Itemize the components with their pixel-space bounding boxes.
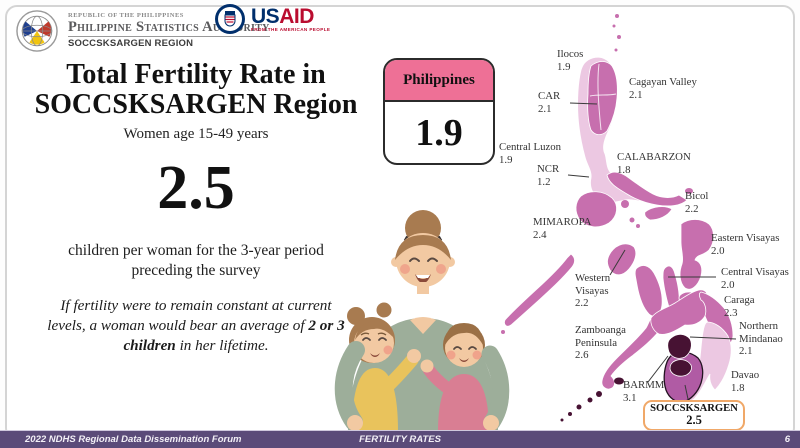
region-palawan — [504, 253, 575, 327]
label-eastern-visayas: Eastern Visayas 2.0 — [711, 232, 780, 257]
label-car: CAR 2.1 — [538, 90, 561, 115]
usaid-logo: USAID FROM THE AMERICAN PEOPLE — [214, 3, 330, 35]
region-negros — [634, 265, 663, 317]
family-illustration — [334, 210, 510, 432]
fertility-rate-value: 2.5 — [157, 154, 235, 223]
label-bicol: Bicol 2.2 — [685, 190, 709, 215]
usaid-wordmark: USAID — [251, 4, 314, 28]
label-mimaropa: MIMAROPA 2.4 — [533, 216, 592, 241]
usaid-emblem-icon — [215, 4, 245, 34]
region-masbate — [644, 206, 673, 221]
psa-republic-text: REPUBLIC OF THE PHILIPPINES — [68, 12, 184, 19]
fertility-note: If fertility were to remain constant at … — [47, 297, 345, 354]
leader-lines — [567, 102, 737, 400]
soccsksargen-callout-name: SOCCSKSARGEN — [650, 403, 738, 414]
philippines-badge-header: Philippines — [385, 60, 493, 102]
label-davao: Davao 1.8 — [731, 369, 760, 394]
label-central-visayas: Central Visayas 2.0 — [721, 266, 789, 291]
soccsksargen-callout: SOCCSKSARGEN 2.5 — [643, 400, 745, 431]
philippines-choropleth-map: Ilocos 1.9 Cagayan Valley 2.1 CAR 2.1 Centr… — [495, 10, 795, 440]
label-calabarzon: CALABARZON 1.8 — [617, 151, 691, 176]
footer-section-title: FERTILITY RATES — [359, 434, 441, 445]
label-ilocos: Ilocos 1.9 — [557, 48, 584, 73]
region-bicol — [606, 171, 688, 207]
main-content: Total Fertility Rate in SOCCSKSARGEN Reg… — [10, 59, 382, 355]
region-barmm-maguindanao — [669, 359, 692, 377]
philippines-badge-value: 1.9 — [415, 111, 463, 154]
footer-bar: 2022 NDHS Regional Data Dissemination Fo… — [0, 430, 800, 448]
psa-logo-globe-icon — [16, 10, 58, 52]
title-line-2: SOCCSKSARGEN Region — [34, 89, 358, 121]
title-line-1: Total Fertility Rate in — [66, 59, 326, 90]
usaid-tagline: FROM THE AMERICAN PEOPLE — [251, 26, 331, 32]
region-panay — [607, 243, 637, 276]
rate-description: children per woman for the 3-year period… — [10, 241, 382, 280]
label-zamboanga-peninsula: Zamboanga Peninsula 2.6 — [575, 324, 626, 362]
page-title: Total Fertility Rate in SOCCSKSARGEN Reg… — [10, 59, 382, 121]
description-line-2: preceding the survey — [131, 261, 261, 279]
philippines-badge: Philippines 1.9 — [383, 58, 495, 165]
label-ncr: NCR 1.2 — [537, 163, 560, 188]
region-zamboanga — [601, 315, 662, 390]
footer-forum-title: 2022 NDHS Regional Data Dissemination Fo… — [25, 434, 242, 445]
psa-region-text: SOCCSKSARGEN REGION — [68, 38, 194, 50]
region-mindoro — [575, 191, 617, 228]
label-barmm: BARMM 3.1 — [623, 379, 665, 404]
label-caraga: Caraga 2.3 — [724, 294, 755, 319]
philippines-badge-label: Philippines — [403, 71, 475, 88]
map-shapes — [501, 14, 737, 422]
subtitle: Women age 15-49 years — [123, 126, 269, 143]
description-line-1: children per woman for the 3-year period — [68, 242, 324, 260]
label-cagayan-valley: Cagayan Valley 2.1 — [629, 76, 697, 101]
label-western-visayas: Western Visayas 2.2 — [575, 272, 611, 310]
soccsksargen-callout-value: 2.5 — [686, 413, 702, 427]
label-central-luzon: Central Luzon 1.9 — [499, 141, 562, 166]
footer-page-number: 6 — [784, 434, 790, 445]
region-eastern-visayas — [679, 219, 714, 290]
region-car-cagayan — [587, 61, 618, 136]
header: REPUBLIC OF THE PHILIPPINES Philippine S… — [16, 10, 270, 52]
label-northern-mindanao: Northern Mindanao 2.1 — [739, 320, 783, 358]
region-barmm-lanao — [667, 333, 692, 359]
